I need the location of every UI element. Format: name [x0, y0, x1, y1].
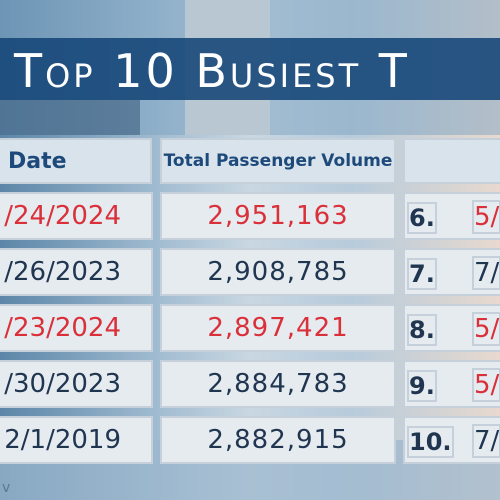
- title: Top 10 Busiest T: [14, 44, 410, 98]
- volume-cell: 2,951,163: [160, 192, 396, 240]
- date-partial: 7/: [472, 256, 500, 290]
- column-header: Total Passenger Volume: [160, 138, 396, 184]
- date-partial: 7/: [472, 424, 500, 458]
- date-partial: 5/: [472, 312, 500, 346]
- rank: 7.: [407, 258, 437, 290]
- title-band: [0, 38, 500, 100]
- date-partial: 5/: [472, 368, 500, 402]
- date-cell: /26/2023: [0, 248, 153, 296]
- rank: 9.: [407, 370, 437, 402]
- date-cell: /23/2024: [0, 304, 153, 352]
- rank: 8.: [407, 314, 437, 346]
- volume-cell: 2,884,783: [160, 360, 396, 408]
- column-header: Date: [0, 138, 152, 184]
- rank: 10.: [407, 426, 454, 458]
- date-partial: 5/: [472, 200, 500, 234]
- column-header: [403, 138, 500, 184]
- date-cell: /24/2024: [0, 192, 153, 240]
- date-cell: /30/2023: [0, 360, 153, 408]
- rank: 6.: [407, 202, 437, 234]
- volume-cell: 2,897,421: [160, 304, 396, 352]
- footer: v: [2, 480, 11, 496]
- volume-cell: 2,908,785: [160, 248, 396, 296]
- volume-cell: 2,882,915: [160, 416, 396, 464]
- date-cell: 2/1/2019: [0, 416, 153, 464]
